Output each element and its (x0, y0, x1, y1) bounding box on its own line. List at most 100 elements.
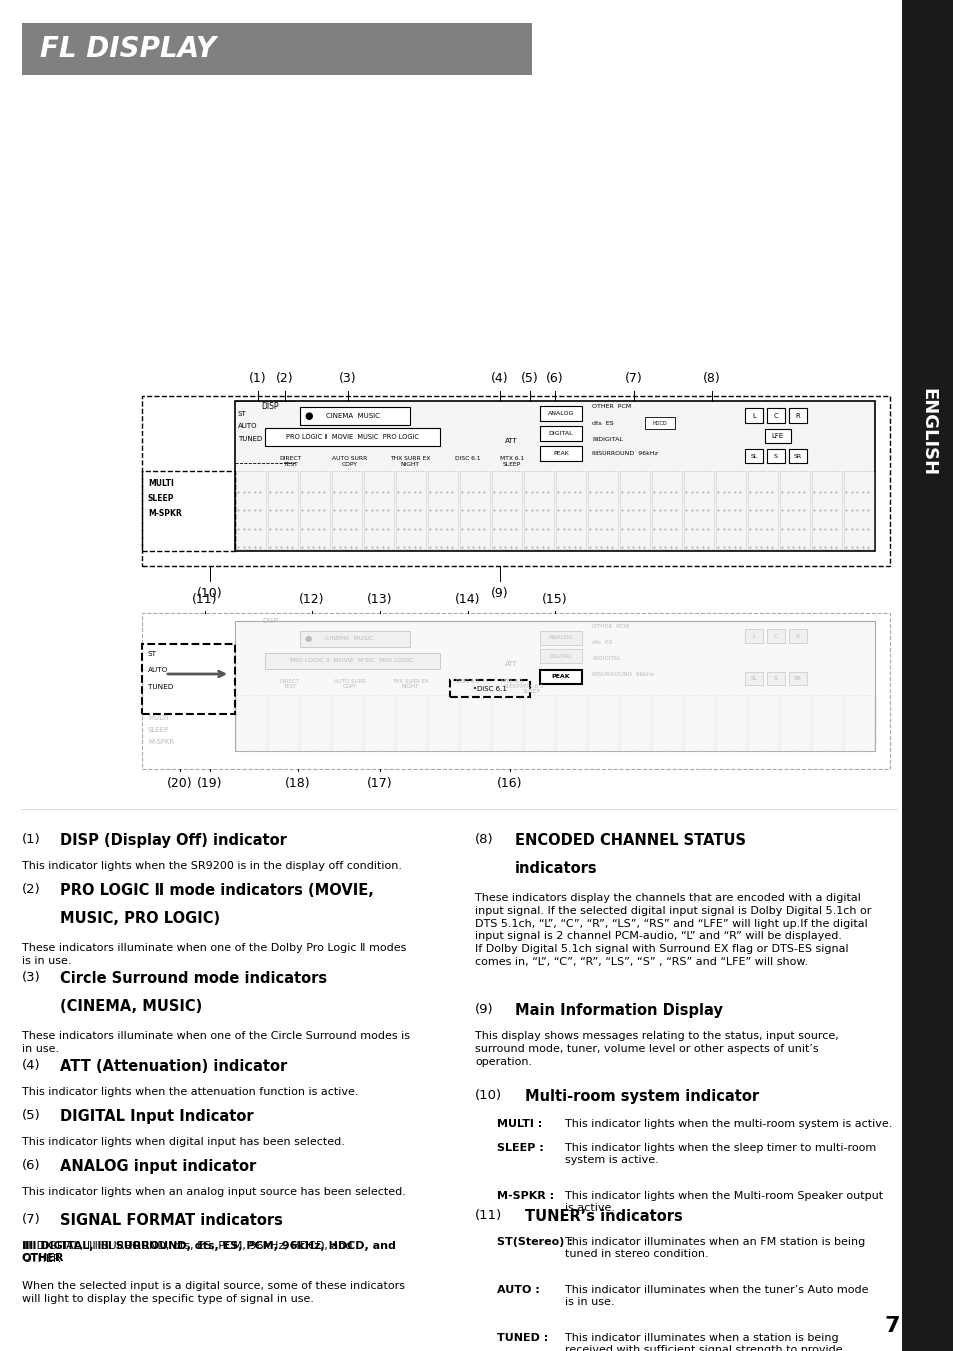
Text: (10): (10) (475, 1089, 501, 1102)
Text: This indicator lights when the SR9200 is in the display off condition.: This indicator lights when the SR9200 is… (22, 861, 401, 871)
Text: (6): (6) (22, 1159, 41, 1173)
Text: MULTI :: MULTI : (497, 1119, 541, 1129)
Text: (1): (1) (249, 373, 267, 385)
Text: (11): (11) (193, 593, 217, 605)
Bar (450, 680, 530, 697)
Text: M-SPKR :: M-SPKR : (497, 1192, 554, 1201)
Text: S: S (773, 676, 777, 681)
Bar (556, 694, 585, 751)
Text: TUNED: TUNED (148, 684, 173, 690)
Text: This indicator lights when the Multi-room Speaker output
is active.: This indicator lights when the Multi-roo… (564, 1192, 882, 1213)
Text: AUTO: AUTO (148, 667, 168, 673)
Bar (901, 0, 953, 1351)
Text: (CINEMA, MUSIC): (CINEMA, MUSIC) (60, 998, 202, 1015)
Text: PRO LOGIC Ⅱ  MOVIE  MUSIC  PRO LOGIC: PRO LOGIC Ⅱ MOVIE MUSIC PRO LOGIC (286, 434, 418, 440)
Text: (9): (9) (491, 586, 508, 600)
Text: This indicator lights when the sleep timer to multi-room
system is active.: This indicator lights when the sleep tim… (564, 1143, 876, 1166)
Bar (556, 471, 585, 549)
Text: DIGITAL Input Indicator: DIGITAL Input Indicator (60, 1109, 253, 1124)
Text: SL: SL (749, 454, 757, 458)
Bar (619, 471, 649, 549)
Bar (788, 671, 806, 685)
Bar (299, 407, 410, 426)
Text: S: S (773, 454, 777, 458)
Bar (788, 449, 806, 463)
Text: SL: SL (750, 676, 757, 681)
Bar (766, 671, 784, 685)
Text: TUNED :: TUNED : (497, 1333, 548, 1343)
Bar (523, 694, 554, 751)
Text: ●: ● (304, 411, 313, 422)
Text: ENCODED CHANNEL STATUS: ENCODED CHANNEL STATUS (515, 834, 745, 848)
Text: DISC 6.1: DISC 6.1 (456, 680, 479, 684)
Text: This indicator illuminates when the tuner’s Auto mode
is in use.: This indicator illuminates when the tune… (564, 1285, 867, 1308)
Text: HDCD: HDCD (652, 420, 666, 426)
Text: (14): (14) (455, 593, 480, 605)
Text: (16): (16) (497, 777, 522, 789)
Bar (299, 471, 330, 549)
Text: ⅡⅡ DIGITAL, ⅡⅡ SURROUND, dts, ES, PCM, 96kHz, HDCD, and
OTHER: ⅡⅡ DIGITAL, ⅡⅡ SURROUND, dts, ES, PCM, 9… (22, 1242, 352, 1263)
Text: (19): (19) (197, 777, 222, 789)
Bar (811, 694, 841, 751)
Bar (843, 471, 873, 549)
Bar (683, 471, 713, 549)
Bar (744, 449, 762, 463)
Text: (20): (20) (167, 777, 193, 789)
Text: ANALOG input indicator: ANALOG input indicator (60, 1159, 256, 1174)
Bar (747, 694, 778, 751)
Bar (744, 408, 762, 423)
Bar (459, 694, 490, 751)
Bar (428, 694, 457, 751)
Bar (459, 471, 490, 549)
Text: M-SPKR: M-SPKR (148, 509, 182, 517)
Text: MTX 6.1
SLEEP: MTX 6.1 SLEEP (519, 684, 543, 694)
Bar (234, 401, 874, 551)
Text: DIGITAL: DIGITAL (549, 654, 572, 658)
Text: dts  ES: dts ES (592, 420, 613, 426)
Text: This indicator illuminates when an FM station is being
tuned in stereo condition: This indicator illuminates when an FM st… (564, 1238, 864, 1259)
Bar (539, 426, 581, 440)
Text: CINEMA  MUSIC: CINEMA MUSIC (326, 413, 379, 419)
Bar (587, 471, 618, 549)
Text: ●: ● (305, 635, 312, 643)
Text: ATT (Attenuation) indicator: ATT (Attenuation) indicator (60, 1059, 287, 1074)
Text: MTX 6.1
SLEEP: MTX 6.1 SLEEP (500, 680, 522, 689)
Text: PRO LOGIC Ⅱ mode indicators (MOVIE,: PRO LOGIC Ⅱ mode indicators (MOVIE, (60, 884, 374, 898)
Text: (3): (3) (22, 971, 41, 984)
Text: DISP: DISP (262, 617, 277, 624)
Text: DISP (Display Off) indicator: DISP (Display Off) indicator (60, 834, 287, 848)
Bar (268, 471, 297, 549)
Text: ATT: ATT (504, 661, 517, 667)
Text: (4): (4) (491, 373, 508, 385)
Text: (5): (5) (22, 1109, 41, 1121)
Text: AUTO: AUTO (237, 423, 257, 430)
Text: LFE: LFE (771, 434, 783, 439)
Text: DISC 6.1: DISC 6.1 (455, 457, 480, 461)
Text: (17): (17) (367, 777, 393, 789)
Text: (12): (12) (299, 593, 324, 605)
Text: (11): (11) (475, 1209, 501, 1223)
Text: (1): (1) (22, 834, 41, 846)
Text: Circle Surround mode indicators: Circle Surround mode indicators (60, 971, 327, 986)
Bar (764, 430, 790, 443)
Text: ST(Stereo) :: ST(Stereo) : (497, 1238, 572, 1247)
Text: Multi-room system indicator: Multi-room system indicator (524, 1089, 759, 1104)
Text: SIGNAL FORMAT indicators: SIGNAL FORMAT indicators (60, 1213, 283, 1228)
Text: These indicators illuminate when one of the Dolby Pro Logic Ⅱ modes
is in use.: These indicators illuminate when one of … (22, 943, 406, 966)
Text: MTX 6.1
SLEEP: MTX 6.1 SLEEP (499, 457, 523, 467)
Bar (299, 694, 330, 751)
Text: When the selected input is a digital source, some of these indicators
will light: When the selected input is a digital sou… (22, 1281, 405, 1304)
Bar (268, 694, 297, 751)
Text: ST: ST (237, 411, 247, 417)
Bar (234, 621, 874, 751)
Text: FL DISPLAY: FL DISPLAY (40, 35, 216, 63)
Bar (539, 648, 581, 663)
Bar (523, 471, 554, 549)
Text: DISP: DISP (261, 403, 278, 411)
Bar (587, 694, 618, 751)
Bar (651, 694, 681, 751)
Text: MULTI: MULTI (148, 715, 168, 721)
Bar (766, 449, 784, 463)
Text: ⅡⅡSURROUND  96kHz: ⅡⅡSURROUND 96kHz (592, 673, 654, 677)
Bar (22, 23, 532, 76)
